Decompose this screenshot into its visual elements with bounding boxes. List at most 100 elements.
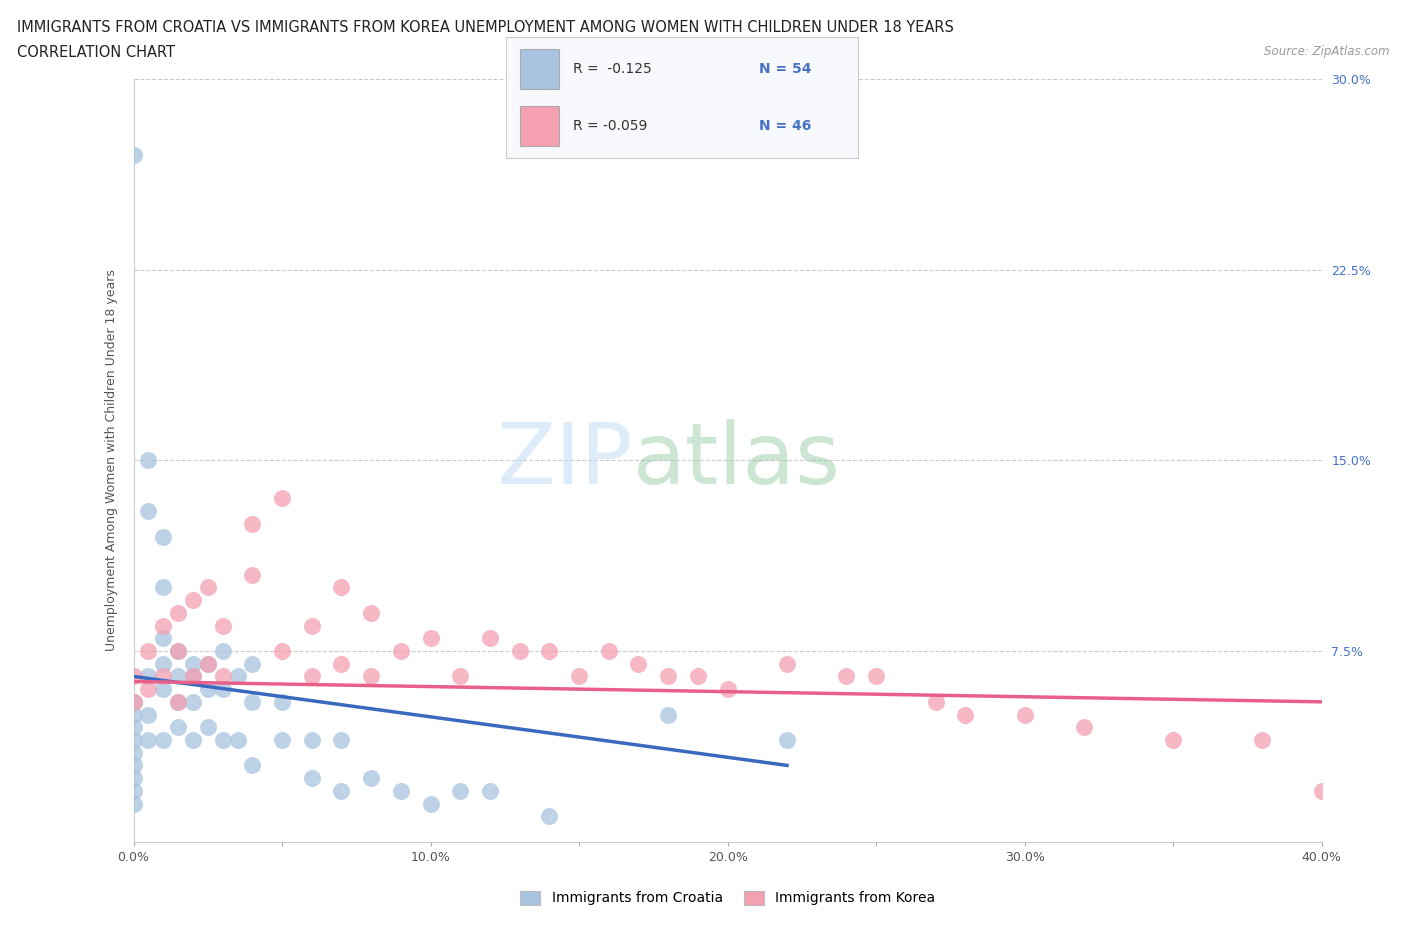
Point <box>1073 720 1095 735</box>
Point <box>301 618 323 633</box>
Point <box>181 669 204 684</box>
Point <box>138 453 160 468</box>
Point <box>197 657 219 671</box>
Point <box>138 669 160 684</box>
Point <box>717 682 740 697</box>
Point <box>181 695 204 710</box>
Text: CORRELATION CHART: CORRELATION CHART <box>17 45 174 60</box>
Point <box>138 644 160 658</box>
Point <box>360 669 382 684</box>
Text: R =  -0.125: R = -0.125 <box>574 62 652 76</box>
Point <box>865 669 887 684</box>
Point <box>122 745 145 760</box>
Point <box>226 733 249 748</box>
Point <box>122 695 145 710</box>
FancyBboxPatch shape <box>520 106 560 146</box>
Point <box>419 631 441 645</box>
Point <box>242 567 264 582</box>
FancyBboxPatch shape <box>520 49 560 89</box>
Point <box>167 644 190 658</box>
Point <box>211 618 233 633</box>
Point <box>197 720 219 735</box>
Point <box>478 631 501 645</box>
Point <box>138 707 160 722</box>
Point <box>197 580 219 595</box>
Point <box>627 657 650 671</box>
Point <box>181 669 204 684</box>
Text: Source: ZipAtlas.com: Source: ZipAtlas.com <box>1264 45 1389 58</box>
Point <box>122 771 145 786</box>
Point <box>167 695 190 710</box>
Point <box>360 771 382 786</box>
Point <box>449 669 471 684</box>
Point <box>122 720 145 735</box>
Point <box>211 733 233 748</box>
Point <box>138 504 160 519</box>
Point <box>330 657 353 671</box>
Point <box>419 796 441 811</box>
Point <box>152 631 174 645</box>
Point <box>211 682 233 697</box>
Point <box>138 733 160 748</box>
Point <box>122 707 145 722</box>
Point <box>538 644 561 658</box>
Point <box>657 707 679 722</box>
Point <box>389 783 412 798</box>
Point <box>152 580 174 595</box>
Point <box>152 669 174 684</box>
Point <box>181 592 204 607</box>
Point <box>181 733 204 748</box>
Point <box>835 669 858 684</box>
Point <box>509 644 531 658</box>
Text: atlas: atlas <box>633 418 841 502</box>
Point <box>657 669 679 684</box>
Point <box>122 695 145 710</box>
Point <box>330 733 353 748</box>
Point <box>122 783 145 798</box>
Point <box>122 733 145 748</box>
Point <box>242 758 264 773</box>
Point <box>598 644 620 658</box>
Point <box>538 809 561 824</box>
Point <box>152 657 174 671</box>
Point <box>271 644 294 658</box>
Point <box>122 796 145 811</box>
Point <box>152 529 174 544</box>
Point <box>181 657 204 671</box>
Point <box>197 682 219 697</box>
Text: N = 46: N = 46 <box>759 119 811 133</box>
Point <box>167 720 190 735</box>
Point <box>152 682 174 697</box>
Point <box>167 669 190 684</box>
Point <box>360 605 382 620</box>
Point <box>1310 783 1333 798</box>
Point <box>122 148 145 163</box>
Point <box>924 695 946 710</box>
Point <box>301 771 323 786</box>
Point <box>955 707 977 722</box>
Point <box>1161 733 1184 748</box>
Point <box>776 733 799 748</box>
Point <box>242 657 264 671</box>
Point <box>271 491 294 506</box>
Point <box>197 657 219 671</box>
Point <box>686 669 709 684</box>
Point <box>301 733 323 748</box>
Y-axis label: Unemployment Among Women with Children Under 18 years: Unemployment Among Women with Children U… <box>104 270 118 651</box>
Point <box>226 669 249 684</box>
Text: IMMIGRANTS FROM CROATIA VS IMMIGRANTS FROM KOREA UNEMPLOYMENT AMONG WOMEN WITH C: IMMIGRANTS FROM CROATIA VS IMMIGRANTS FR… <box>17 20 953 35</box>
Point <box>122 758 145 773</box>
Text: N = 54: N = 54 <box>759 62 811 76</box>
Text: ZIP: ZIP <box>496 418 633 502</box>
Point <box>271 733 294 748</box>
Point <box>211 644 233 658</box>
Point <box>330 783 353 798</box>
Point <box>152 733 174 748</box>
Point <box>122 669 145 684</box>
Point <box>389 644 412 658</box>
Point <box>301 669 323 684</box>
Point <box>776 657 799 671</box>
Point <box>242 695 264 710</box>
Point <box>449 783 471 798</box>
Point <box>167 644 190 658</box>
